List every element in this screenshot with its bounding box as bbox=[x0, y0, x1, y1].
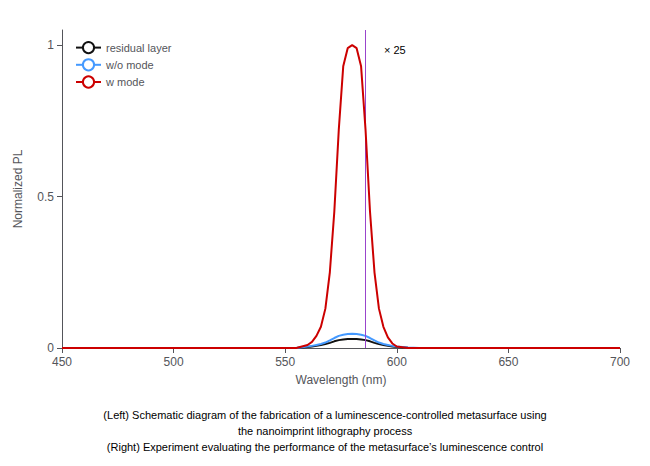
svg-text:700: 700 bbox=[610, 355, 630, 369]
svg-text:550: 550 bbox=[275, 355, 295, 369]
svg-text:the nanoimprint lithography pr: the nanoimprint lithography process bbox=[238, 425, 413, 437]
svg-text:650: 650 bbox=[498, 355, 518, 369]
svg-text:w mode: w mode bbox=[105, 76, 145, 88]
svg-text:(Right) Experiment evaluating: (Right) Experiment evaluating the perfor… bbox=[107, 441, 543, 453]
svg-text:w/o mode: w/o mode bbox=[105, 59, 154, 71]
svg-text:600: 600 bbox=[387, 355, 407, 369]
svg-text:0: 0 bbox=[47, 341, 54, 355]
svg-text:500: 500 bbox=[164, 355, 184, 369]
svg-text:0.5: 0.5 bbox=[37, 190, 54, 204]
svg-text:residual layer: residual layer bbox=[106, 42, 172, 54]
svg-text:Wavelength (nm): Wavelength (nm) bbox=[296, 373, 387, 387]
svg-text:(Left) Schematic diagram of th: (Left) Schematic diagram of the fabricat… bbox=[103, 409, 546, 421]
svg-text:450: 450 bbox=[52, 355, 72, 369]
svg-text:1: 1 bbox=[47, 38, 54, 52]
svg-text:× 25: × 25 bbox=[384, 44, 406, 56]
svg-text:Normalized PL: Normalized PL bbox=[11, 149, 25, 228]
